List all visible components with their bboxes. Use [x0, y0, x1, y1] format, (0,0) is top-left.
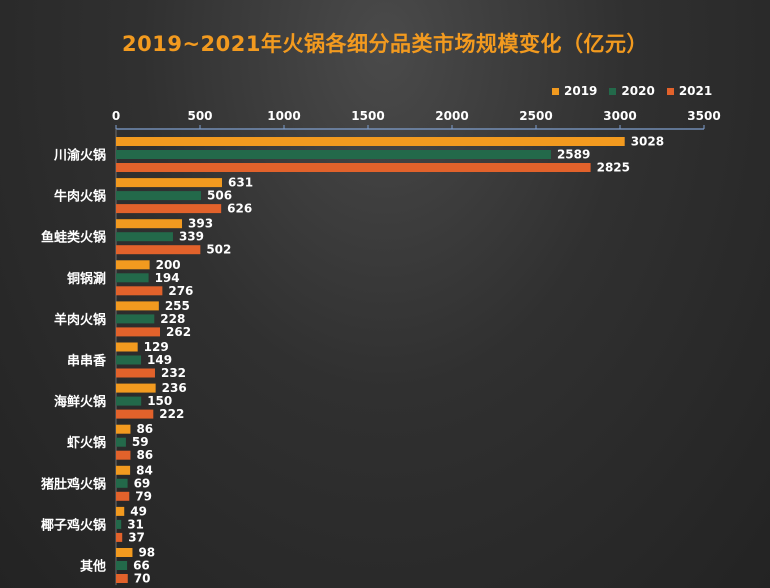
bar-2019	[116, 424, 131, 434]
data-label-2019: 236	[162, 381, 187, 395]
data-label-2019: 200	[156, 258, 181, 272]
data-label-2019: 49	[130, 504, 147, 518]
bar-2020	[116, 478, 128, 488]
category-label: 猪肚鸡火锅	[40, 476, 106, 492]
data-label-2021: 502	[206, 243, 231, 257]
data-label-2021: 37	[128, 530, 145, 544]
bar-2019	[116, 506, 125, 516]
data-label-2019: 255	[165, 299, 190, 313]
category-label: 椰子鸡火锅	[41, 517, 106, 533]
bar-2020	[116, 355, 142, 365]
bar-2020	[116, 519, 122, 529]
legend-swatch-2019	[552, 87, 559, 95]
data-label-2019: 631	[228, 176, 253, 190]
data-label-2020: 66	[133, 559, 150, 573]
bar-2019	[116, 342, 138, 352]
bar-2021	[116, 286, 163, 296]
x-tick-label: 0	[112, 109, 120, 123]
bar-2020	[116, 314, 155, 324]
x-tick-label: 2000	[435, 109, 468, 123]
bar-2021	[116, 368, 155, 378]
bar-2020	[116, 232, 173, 242]
category-label: 羊肉火锅	[54, 312, 106, 328]
data-label-2021: 79	[135, 489, 152, 503]
bar-2019	[116, 301, 159, 311]
legend-item-2020: 2020	[609, 84, 655, 98]
x-tick-label: 1000	[267, 109, 300, 123]
bar-2019	[116, 260, 150, 270]
legend-item-2021: 2021	[666, 84, 713, 98]
category-label: 铜锅涮	[66, 271, 106, 287]
bar-2021	[116, 327, 161, 337]
legend-swatch-2020	[609, 87, 617, 95]
bar-2020	[116, 191, 202, 201]
data-label-2020: 194	[155, 271, 180, 285]
bar-2019	[116, 178, 223, 188]
data-label-2021: 70	[134, 572, 151, 586]
bar-2019	[116, 548, 133, 557]
category-label: 鱼蛙类火锅	[41, 230, 106, 246]
data-label-2019: 393	[188, 217, 213, 231]
data-label-2020: 149	[147, 353, 172, 367]
bar-2021	[116, 245, 201, 255]
bar-2021	[116, 163, 591, 172]
bar-2021	[116, 574, 128, 583]
x-tick-label: 500	[187, 109, 212, 123]
bar-2020	[116, 150, 551, 159]
data-label-2020: 339	[179, 230, 204, 244]
data-label-2019: 3028	[631, 135, 664, 149]
data-label-2020: 228	[160, 312, 185, 326]
bar-2021	[116, 532, 123, 542]
legend-item-2019: 2019	[552, 84, 597, 98]
data-label-2019: 98	[138, 546, 155, 560]
bar-2020	[116, 273, 149, 283]
data-label-2021: 262	[166, 325, 191, 339]
bar-2020	[116, 561, 128, 570]
bar-2019	[116, 219, 183, 229]
legend-label-2021: 2021	[678, 84, 713, 98]
category-label: 川渝火锅	[53, 148, 106, 164]
data-label-2020: 506	[207, 189, 232, 203]
data-label-2019: 86	[136, 422, 153, 436]
x-tick-label: 3500	[687, 109, 720, 123]
bar-2019	[116, 383, 156, 393]
data-label-2021: 276	[168, 284, 193, 298]
data-label-2021: 86	[136, 448, 153, 462]
bar-2020	[116, 396, 142, 406]
bar-2019	[116, 137, 625, 146]
data-label-2020: 69	[134, 476, 151, 490]
x-tick-label: 2500	[519, 109, 552, 123]
data-label-2020: 2589	[557, 148, 590, 162]
data-label-2020: 31	[127, 517, 144, 531]
data-label-2020: 59	[132, 435, 149, 449]
bar-2019	[116, 465, 131, 475]
chart-title: 2019~2021年火锅各细分品类市场规模变化（亿元）	[122, 32, 648, 56]
data-label-2021: 626	[227, 202, 252, 216]
bar-2021	[116, 450, 131, 460]
data-label-2021: 2825	[597, 161, 630, 175]
bar-2021	[116, 409, 154, 419]
legend-swatch-2021	[666, 87, 674, 95]
data-label-2021: 232	[161, 366, 186, 380]
data-label-2021: 222	[159, 407, 184, 421]
x-tick-label: 1500	[351, 109, 384, 123]
legend-label-2020: 2020	[621, 84, 655, 98]
data-label-2020: 150	[147, 394, 172, 408]
category-label: 虾火锅	[67, 435, 106, 451]
x-tick-label: 3000	[603, 109, 636, 123]
bar-2021	[116, 204, 222, 214]
category-label: 串串香	[67, 353, 107, 369]
data-label-2019: 84	[136, 463, 153, 477]
bar-2020	[116, 437, 126, 447]
data-label-2019: 129	[144, 340, 169, 354]
category-label: 其他	[80, 559, 106, 575]
category-label: 海鲜火锅	[54, 394, 106, 410]
category-label: 牛肉火锅	[54, 189, 106, 205]
legend-label-2019: 2019	[564, 84, 598, 98]
chart-legend: 2019 2020 2021	[552, 84, 724, 98]
bar-2021	[116, 491, 130, 501]
